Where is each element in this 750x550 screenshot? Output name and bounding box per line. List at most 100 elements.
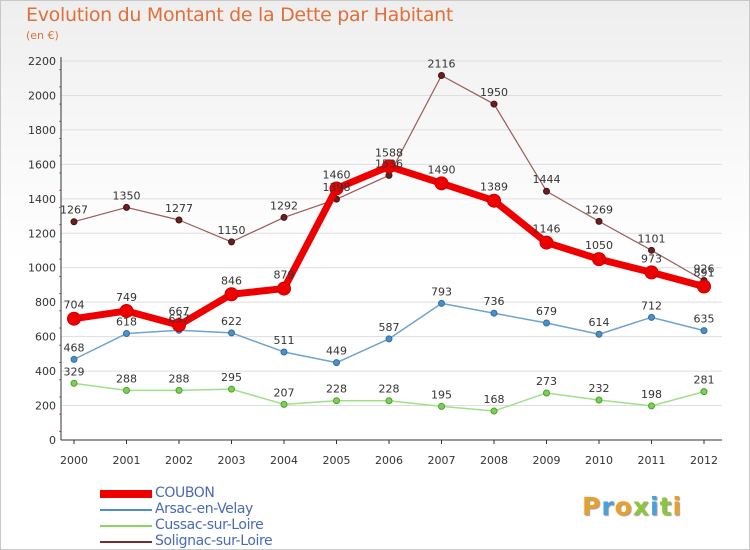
legend-item-arsac: Arsac-en-Velay — [100, 501, 400, 518]
data-point — [595, 330, 603, 338]
data-label: 614 — [589, 316, 610, 329]
data-label: 228 — [326, 383, 347, 396]
legend-label: Arsac-en-Velay — [155, 501, 253, 517]
data-label: 1146 — [533, 223, 561, 236]
data-point — [648, 246, 655, 254]
logo-letter: t — [659, 492, 673, 521]
data-label: 329 — [64, 365, 85, 378]
data-point — [438, 71, 445, 79]
data-label: 891 — [694, 267, 715, 280]
data-label: 1536 — [375, 157, 403, 170]
data-point — [333, 397, 340, 405]
data-label: 879 — [274, 269, 295, 282]
data-label: 232 — [589, 382, 610, 395]
x-tick-label: 2011 — [638, 454, 666, 467]
legend-swatch-coubon — [100, 490, 152, 498]
chart-subtitle: (en €) — [26, 29, 59, 42]
logo-letter: r — [601, 492, 615, 521]
data-label: 712 — [641, 299, 662, 312]
data-label: 1277 — [165, 202, 193, 215]
data-label: 273 — [536, 375, 557, 388]
data-point — [228, 238, 235, 246]
x-tick-label: 2012 — [690, 454, 718, 467]
y-tick-label: 1800 — [28, 124, 56, 137]
data-label: 793 — [431, 285, 452, 298]
legend-swatch-arsac — [100, 509, 152, 511]
x-tick-label: 2001 — [113, 454, 141, 467]
legend-item-coubon: COUBON — [100, 485, 400, 502]
data-point — [123, 203, 130, 211]
data-label: 195 — [431, 388, 452, 401]
data-point — [385, 335, 393, 343]
logo-letter: o — [614, 492, 633, 521]
legend: COUBON Arsac-en-Velay Cussac-sur-Loire S… — [100, 485, 400, 550]
data-label: 1267 — [60, 204, 88, 217]
data-point — [70, 218, 78, 226]
data-label: 1490 — [428, 163, 456, 176]
data-point — [70, 379, 78, 387]
data-point — [382, 159, 396, 174]
data-point — [438, 299, 445, 307]
data-label: 281 — [694, 374, 715, 387]
y-tick-label: 1200 — [28, 227, 56, 240]
data-label: 749 — [116, 291, 137, 304]
legend-label: Solignac-sur-Loire — [155, 533, 273, 549]
y-tick-label: 2000 — [28, 89, 56, 102]
legend-label: COUBON — [155, 485, 215, 501]
data-point — [490, 100, 498, 108]
data-point — [595, 396, 603, 404]
y-tick-label: 600 — [35, 331, 56, 344]
data-label: 973 — [641, 252, 662, 265]
logo-letter: i — [672, 492, 683, 521]
logo-letter: P — [582, 492, 602, 521]
legend-item-cussac: Cussac-sur-Loire — [100, 517, 400, 534]
data-point — [490, 309, 498, 317]
x-tick-label: 2008 — [480, 454, 508, 467]
data-label: 295 — [221, 371, 242, 384]
data-point — [280, 348, 288, 356]
y-tick-label: 1400 — [28, 193, 56, 206]
data-point — [697, 279, 711, 294]
data-label: 1269 — [585, 203, 613, 216]
data-label: 1292 — [270, 199, 298, 212]
data-label: 736 — [484, 295, 505, 308]
data-point — [700, 388, 708, 396]
y-tick-label: 1000 — [28, 262, 56, 275]
data-point — [543, 319, 550, 327]
data-point — [434, 176, 449, 191]
data-point — [543, 389, 550, 397]
data-point — [123, 330, 130, 338]
data-label: 1350 — [113, 189, 141, 202]
data-point — [123, 386, 130, 394]
data-label: 704 — [64, 299, 85, 312]
data-label: 926 — [694, 262, 715, 275]
data-label: 468 — [64, 341, 85, 354]
data-label: 618 — [116, 316, 137, 329]
data-point — [592, 252, 606, 267]
data-point — [329, 181, 344, 196]
data-label: 1150 — [218, 224, 246, 237]
data-point — [333, 359, 340, 367]
x-tick-label: 2005 — [323, 454, 351, 467]
y-tick-label: 800 — [35, 296, 56, 309]
y-tick-label: 0 — [49, 434, 56, 447]
data-point — [490, 407, 498, 415]
x-tick-label: 2004 — [270, 454, 298, 467]
data-point — [70, 355, 78, 363]
data-label: 635 — [694, 313, 715, 326]
x-tick-label: 2007 — [428, 454, 456, 467]
chart-title: Evolution du Montant de la Dette par Hab… — [26, 4, 454, 26]
legend-label: Cussac-sur-Loire — [155, 517, 264, 533]
data-label: 288 — [169, 372, 190, 385]
data-label: 198 — [641, 388, 662, 401]
data-label: 207 — [274, 386, 295, 399]
data-label: 1588 — [375, 146, 403, 159]
data-label: 288 — [116, 372, 137, 385]
data-label: 622 — [221, 315, 242, 328]
data-label: 1950 — [480, 86, 508, 99]
logo-letter: i — [650, 492, 660, 521]
data-label: 587 — [379, 321, 400, 334]
data-label: 2116 — [428, 57, 456, 70]
data-point — [175, 216, 183, 224]
